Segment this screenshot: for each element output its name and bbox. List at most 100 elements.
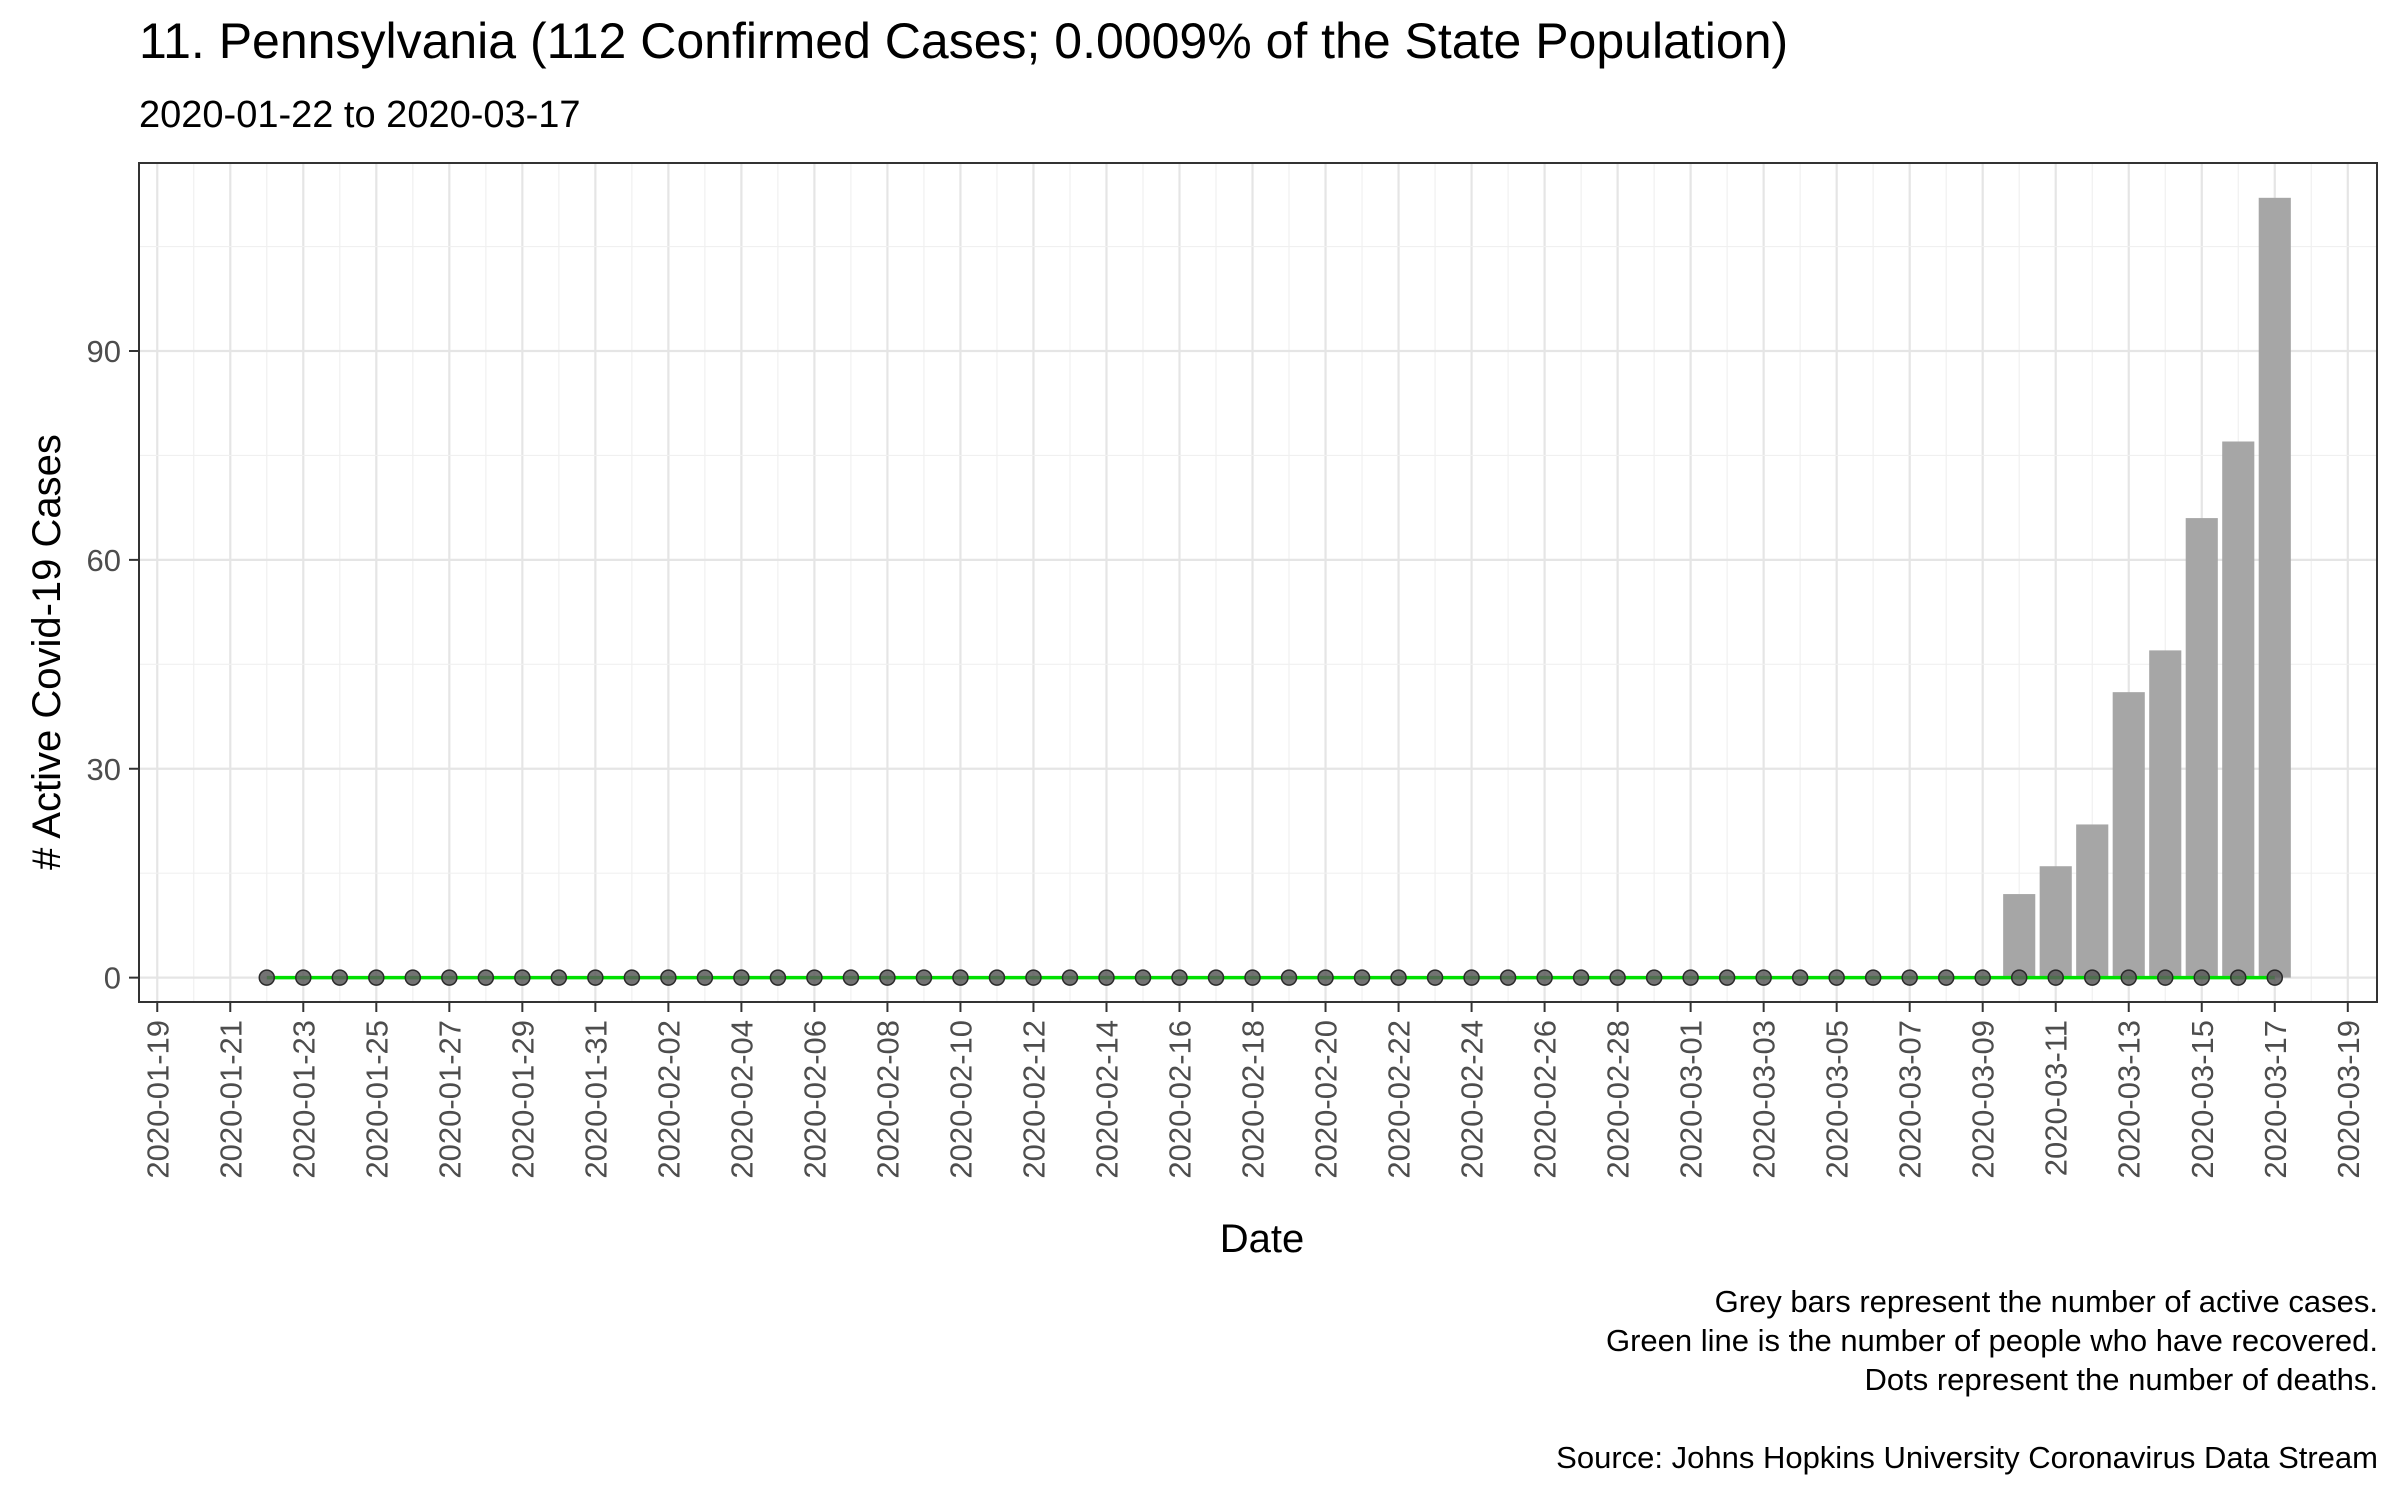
x-tick-label: 2020-03-15 <box>2185 1020 2220 1179</box>
death-point <box>988 969 1006 986</box>
bars <box>2003 197 2291 978</box>
death-point <box>1755 969 1772 986</box>
x-tick-label: 2020-02-12 <box>1016 1020 1051 1179</box>
caption-line: Green line is the number of people who h… <box>1606 1323 2378 1358</box>
death-point <box>441 969 458 986</box>
x-tick-label: 2020-01-25 <box>359 1020 394 1179</box>
death-point <box>2230 969 2247 986</box>
bar <box>2076 824 2109 978</box>
death-point <box>587 969 604 986</box>
death-point <box>1061 969 1079 986</box>
death-point <box>660 969 677 986</box>
bar <box>2039 866 2072 978</box>
grid <box>139 163 2377 1002</box>
death-point <box>1536 969 1553 986</box>
caption-line: Source: Johns Hopkins University Coronav… <box>1556 1440 2378 1475</box>
bar <box>2003 894 2036 978</box>
death-point <box>733 969 750 986</box>
death-point <box>1572 969 1590 986</box>
death-point <box>1244 969 1261 986</box>
y-tick-label: 30 <box>87 752 121 787</box>
death-point <box>1390 969 1407 986</box>
death-point <box>550 969 568 986</box>
death-point <box>1098 969 1115 986</box>
death-point <box>1025 969 1042 986</box>
death-point <box>1682 969 1699 986</box>
x-tick-label: 2020-01-19 <box>140 1020 175 1179</box>
death-point <box>2156 969 2174 986</box>
death-point <box>331 969 349 986</box>
x-tick-label: 2020-02-04 <box>724 1020 759 1179</box>
x-tick-label: 2020-02-02 <box>651 1020 686 1179</box>
caption-line: Grey bars represent the number of active… <box>1715 1284 2378 1319</box>
bar <box>2185 518 2218 978</box>
death-point <box>2266 969 2284 986</box>
bar <box>2258 197 2291 978</box>
death-point <box>404 969 422 986</box>
death-point <box>952 969 969 986</box>
x-tick-label: 2020-01-27 <box>432 1020 467 1179</box>
x-tick-label: 2020-02-06 <box>797 1020 832 1179</box>
caption: Grey bars represent the number of active… <box>1556 1284 2378 1475</box>
x-tick-label: 2020-03-01 <box>1674 1020 1709 1179</box>
x-tick-label: 2020-03-13 <box>2112 1020 2147 1179</box>
x-tick-label: 2020-02-22 <box>1382 1020 1417 1179</box>
x-tick-label: 2020-03-03 <box>1747 1020 1782 1179</box>
death-point <box>1937 969 1955 986</box>
death-point <box>2120 969 2137 986</box>
death-point <box>1791 969 1809 986</box>
death-point <box>806 969 823 986</box>
y-tick-label: 0 <box>104 961 121 996</box>
x-tick-label: 2020-02-26 <box>1528 1020 1563 1179</box>
x-tick-label: 2020-02-18 <box>1236 1020 1271 1179</box>
x-tick-label: 2020-02-10 <box>943 1020 978 1179</box>
death-point <box>514 969 531 986</box>
y-axis-label: # Active Covid-19 Cases <box>25 434 69 870</box>
x-axis: 2020-01-19 2020-01-21 2020-01-23 2020-01-25… <box>140 1002 2366 1179</box>
death-point <box>842 969 860 986</box>
x-tick-label: 2020-03-11 <box>2039 1020 2074 1176</box>
death-point <box>1645 969 1663 986</box>
panel-border <box>138 162 2378 1003</box>
death-point <box>1718 969 1736 986</box>
x-tick-label: 2020-03-09 <box>1966 1020 2001 1179</box>
x-tick-label: 2020-02-28 <box>1601 1020 1636 1179</box>
bar <box>2112 692 2145 978</box>
death-point <box>1317 969 1334 986</box>
death-point <box>2010 969 2028 986</box>
y-tick-label: 90 <box>87 334 121 369</box>
death-point <box>1134 969 1152 986</box>
x-tick-label: 2020-02-14 <box>1089 1020 1124 1179</box>
x-tick-label: 2020-02-16 <box>1163 1020 1198 1179</box>
death-point <box>2193 969 2211 986</box>
x-tick-label: 2020-02-20 <box>1309 1020 1344 1179</box>
death-point <box>1864 969 1882 986</box>
death-point <box>696 969 714 986</box>
x-axis-label: Date <box>1220 1217 1305 1261</box>
death-points <box>258 969 2284 986</box>
chart-subtitle: 2020-01-22 to 2020-03-17 <box>139 94 581 136</box>
x-tick-label: 2020-01-21 <box>213 1020 248 1179</box>
death-point <box>2083 969 2101 986</box>
death-point <box>1353 969 1371 986</box>
x-tick-label: 2020-02-24 <box>1455 1020 1490 1179</box>
death-point <box>879 969 896 986</box>
death-point <box>1901 969 1918 986</box>
x-tick-label: 2020-03-07 <box>1893 1020 1928 1179</box>
death-point <box>2047 969 2064 986</box>
x-tick-label: 2020-01-29 <box>505 1020 540 1179</box>
bar <box>2149 650 2182 978</box>
death-point <box>1463 969 1480 986</box>
x-tick-label: 2020-03-17 <box>2258 1020 2293 1179</box>
y-tick-label: 60 <box>87 543 121 578</box>
y-axis: 0 30 60 90 <box>87 334 139 996</box>
death-point <box>769 969 787 986</box>
death-point <box>1499 969 1517 986</box>
caption-line: Dots represent the number of deaths. <box>1864 1362 2378 1397</box>
x-tick-label: 2020-03-19 <box>2331 1020 2366 1179</box>
x-tick-label: 2020-02-08 <box>870 1020 905 1179</box>
death-point <box>477 969 495 986</box>
chart-title: 11. Pennsylvania (112 Confirmed Cases; 0… <box>139 13 1788 69</box>
death-point <box>258 969 276 986</box>
